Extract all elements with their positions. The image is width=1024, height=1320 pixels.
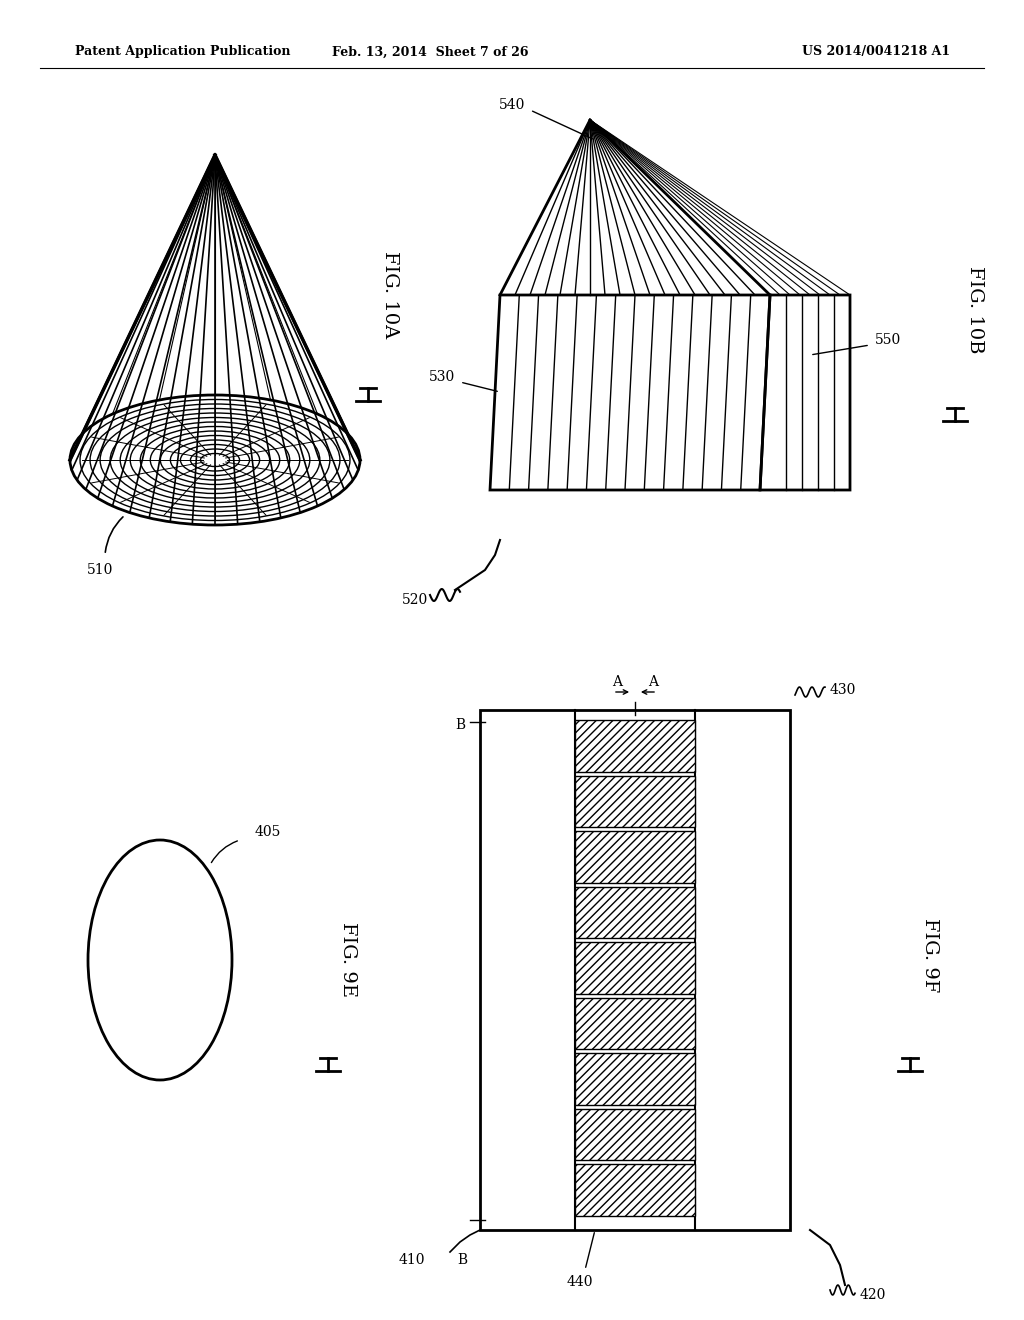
Text: 550: 550 — [874, 333, 901, 347]
Text: A: A — [612, 675, 622, 689]
Bar — [575, 1109, 695, 1160]
Text: 430: 430 — [830, 682, 856, 697]
Text: 405: 405 — [255, 825, 282, 840]
Text: 530: 530 — [429, 370, 455, 384]
Text: B: B — [455, 718, 465, 733]
Text: 410: 410 — [398, 1253, 425, 1267]
Text: A: A — [648, 675, 658, 689]
Bar — [575, 942, 695, 994]
Text: 520: 520 — [401, 593, 428, 607]
Text: FIG. 9F: FIG. 9F — [921, 917, 939, 993]
Bar — [575, 776, 695, 828]
Text: 510: 510 — [87, 564, 114, 577]
Bar — [575, 998, 695, 1049]
Text: Feb. 13, 2014  Sheet 7 of 26: Feb. 13, 2014 Sheet 7 of 26 — [332, 45, 528, 58]
Bar — [575, 719, 695, 772]
Text: FIG. 10A: FIG. 10A — [381, 251, 399, 339]
Bar — [480, 710, 790, 1230]
Text: US 2014/0041218 A1: US 2014/0041218 A1 — [802, 45, 950, 58]
Text: 440: 440 — [566, 1275, 593, 1290]
Bar — [575, 832, 695, 883]
Text: 420: 420 — [860, 1288, 887, 1302]
Text: FIG. 9E: FIG. 9E — [339, 923, 357, 998]
Bar — [575, 1164, 695, 1216]
Text: 540: 540 — [499, 98, 525, 112]
Bar — [575, 887, 695, 939]
Text: FIG. 10B: FIG. 10B — [966, 267, 984, 354]
Bar — [575, 1053, 695, 1105]
Text: Patent Application Publication: Patent Application Publication — [75, 45, 291, 58]
Text: B: B — [457, 1253, 467, 1267]
